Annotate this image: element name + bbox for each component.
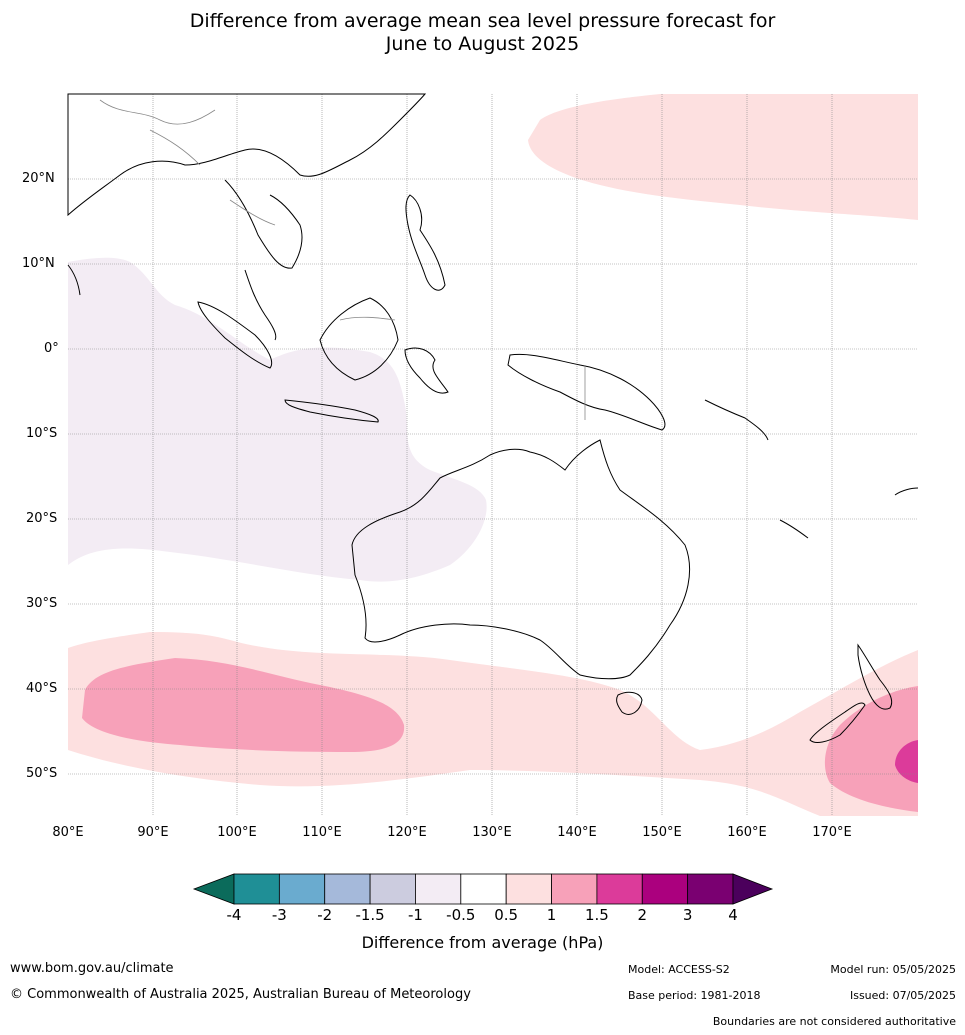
lon-label-90e: 90°E — [137, 825, 169, 840]
lon-label-160e: 160°E — [727, 825, 767, 840]
india-coast-outline — [67, 264, 81, 296]
copyright-text: © Commonwealth of Australia 2025, Austra… — [10, 987, 471, 1002]
lat-label-0: 0° — [44, 341, 59, 356]
colorbar-tick-label: 0.5 — [494, 906, 519, 924]
solomon-islands-outline — [704, 399, 769, 441]
disclaimer-text: Boundaries are not considered authoritat… — [712, 1015, 956, 1028]
anomaly-region-northeast — [528, 94, 918, 220]
new-zealand-north-outline — [857, 643, 893, 710]
new-zealand-south-outline — [809, 702, 866, 743]
lon-label-140e: 140°E — [557, 825, 597, 840]
colorbar-extend-low — [192, 873, 235, 905]
lon-label-150e: 150°E — [642, 825, 682, 840]
colorbar-segment — [415, 873, 462, 905]
sumatra-outline — [197, 301, 273, 369]
new-caledonia-outline — [779, 519, 809, 539]
lat-label-10n: 10°N — [22, 256, 55, 271]
lat-label-30s: 30°S — [26, 596, 58, 611]
colorbar-segment — [278, 873, 326, 905]
lat-label-40s: 40°S — [26, 681, 58, 696]
indochina-outline — [224, 179, 303, 269]
lon-label-120e: 120°E — [387, 825, 427, 840]
colorbar-segment — [233, 873, 280, 905]
graticule — [68, 94, 918, 816]
colorbar-tick-label: -1.5 — [355, 906, 385, 924]
website-link[interactable]: www.bom.gov.au/climate — [10, 961, 174, 976]
coastlines — [67, 93, 919, 743]
sulawesi-outline — [404, 347, 449, 394]
lon-label-170e: 170°E — [812, 825, 852, 840]
model-text: Model: ACCESS-S2 — [628, 963, 730, 976]
legend-title: Difference from average (hPa) — [361, 933, 604, 952]
lat-label-20s: 20°S — [26, 511, 58, 526]
philippines-outline — [405, 194, 446, 291]
base-period-text: Base period: 1981-2018 — [628, 989, 761, 1002]
colorbar-segment — [460, 873, 507, 905]
colorbar-extend-high — [732, 873, 774, 905]
mainland-asia-outline — [67, 93, 427, 217]
lon-label-80e: 80°E — [52, 825, 84, 840]
title-line-2: June to August 2025 — [385, 33, 580, 55]
colorbar-segment — [687, 873, 734, 905]
anomaly-region-southeast-pink — [824, 686, 918, 812]
malay-peninsula-outline — [244, 269, 277, 341]
anomaly-region-southwest-pink — [82, 658, 405, 752]
lon-label-130e: 130°E — [472, 825, 512, 840]
lat-label-10s: 10°S — [26, 426, 58, 441]
colorbar-tick-label: -4 — [226, 906, 242, 924]
map-title: Difference from average mean sea level p… — [0, 10, 965, 56]
lon-label-110e: 110°E — [302, 825, 342, 840]
colorbar-tick-label: -1 — [407, 906, 423, 924]
model-run-text: Model run: 05/05/2025 — [830, 963, 956, 976]
colorbar-segment — [596, 873, 643, 905]
colorbar-segment — [551, 873, 598, 905]
colorbar-tick-label: 4 — [728, 906, 738, 924]
issued-text: Issued: 07/05/2025 — [849, 989, 956, 1002]
colorbar-segment — [324, 873, 371, 905]
country-borders — [99, 99, 586, 420]
anomaly-region-southeast-magenta — [895, 740, 918, 783]
colorbar-tick-label: 1 — [546, 906, 557, 924]
colorbar-tick-label: 1.5 — [584, 906, 609, 924]
colorbar-tick-label: 2 — [637, 906, 648, 924]
colorbar-segment — [505, 873, 552, 905]
borneo-outline — [319, 297, 399, 381]
colorbar-tick-label: -2 — [317, 906, 333, 924]
colorbar-segment — [641, 873, 689, 905]
java-outline — [284, 399, 379, 423]
lon-label-100e: 100°E — [217, 825, 257, 840]
asia-borders — [99, 99, 396, 321]
colorbar-segment — [369, 873, 416, 905]
colorbar-tick-label: 3 — [682, 906, 693, 924]
fiji-outline — [894, 487, 919, 496]
colorbar — [192, 873, 774, 905]
australia-outline — [351, 439, 691, 680]
lat-label-50s: 50°S — [26, 766, 58, 781]
lat-label-20n: 20°N — [22, 171, 55, 186]
colorbar-tick-label: -3 — [271, 906, 287, 924]
colorbar-tick-label: -0.5 — [446, 906, 476, 924]
anomaly-region-negative — [68, 257, 487, 582]
title-line-1: Difference from average mean sea level p… — [189, 10, 776, 32]
tasmania-outline — [616, 691, 643, 715]
new-guinea-outline — [507, 353, 666, 431]
